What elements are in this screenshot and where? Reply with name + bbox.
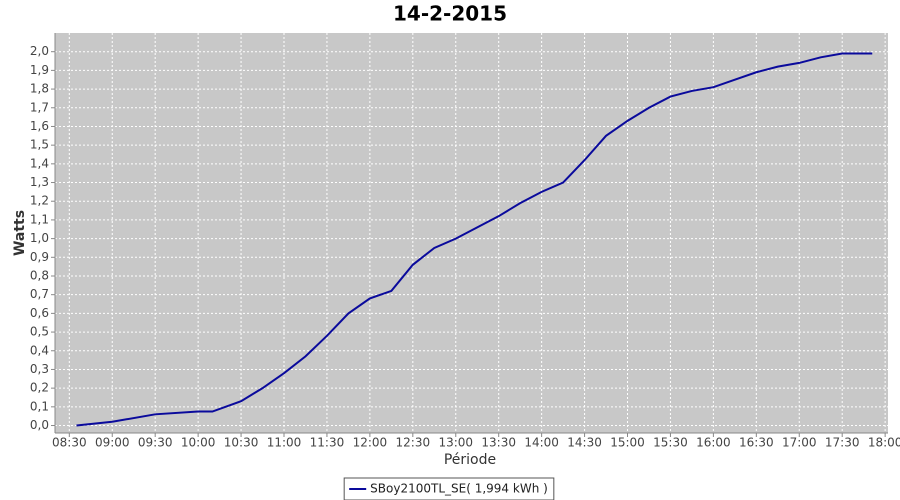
- x-tick-label: 14:00: [524, 436, 559, 450]
- legend-box: [343, 477, 555, 500]
- plot-area: [55, 33, 888, 433]
- x-tick-label: 12:30: [396, 436, 431, 450]
- y-tick-label: 0,0: [30, 418, 49, 432]
- legend-label: SBoy2100TL_SE( 1,994 kWh ): [370, 482, 548, 496]
- x-tick-label: 11:30: [310, 436, 345, 450]
- x-tick-label: 12:00: [353, 436, 388, 450]
- x-tick-label: 10:00: [181, 436, 216, 450]
- x-tick-label: 17:00: [782, 436, 817, 450]
- x-tick-label: 15:00: [610, 436, 645, 450]
- x-axis-label: Période: [444, 452, 496, 468]
- y-tick-label: 1,0: [30, 231, 49, 245]
- x-tick-label: 18:00: [868, 436, 900, 450]
- x-tick-label: 16:00: [696, 436, 731, 450]
- x-tick-label: 13:30: [481, 436, 516, 450]
- y-tick-label: 0,3: [30, 362, 49, 376]
- y-tick-label: 0,7: [30, 287, 49, 301]
- y-tick-label: 0,4: [30, 343, 49, 357]
- y-tick-label: 1,6: [30, 119, 49, 133]
- y-tick-label: 0,5: [30, 325, 49, 339]
- x-tick-label: 10:30: [224, 436, 259, 450]
- x-tick-label: 17:30: [825, 436, 860, 450]
- y-tick-label: 0,8: [30, 268, 49, 282]
- x-tick-label: 09:30: [138, 436, 173, 450]
- y-tick-label: 1,8: [30, 82, 49, 96]
- x-tick-label: 09:00: [95, 436, 130, 450]
- y-axis-label: Watts: [12, 210, 28, 256]
- x-tick-label: 11:00: [267, 436, 302, 450]
- x-tick-label: 13:00: [438, 436, 473, 450]
- y-tick-label: 1,1: [30, 212, 49, 226]
- chart-title: 14-2-2015: [393, 2, 507, 26]
- x-tick-label: 14:30: [567, 436, 602, 450]
- legend: SBoy2100TL_SE( 1,994 kWh ): [343, 477, 555, 500]
- y-tick-label: 0,2: [30, 381, 49, 395]
- x-tick-label: 15:30: [653, 436, 688, 450]
- x-tick-label: 16:30: [739, 436, 774, 450]
- x-tick-label: 08:30: [52, 436, 87, 450]
- y-tick-label: 0,9: [30, 250, 49, 264]
- line-series: [76, 52, 873, 427]
- y-tick-label: 1,9: [30, 63, 49, 77]
- y-tick-label: 1,3: [30, 175, 49, 189]
- y-tick-label: 2,0: [30, 44, 49, 58]
- y-tick-label: 0,1: [30, 399, 49, 413]
- y-tick-label: 1,4: [30, 156, 49, 170]
- y-tick-label: 0,6: [30, 306, 49, 320]
- y-tick-label: 1,5: [30, 138, 49, 152]
- y-tick-label: 1,7: [30, 100, 49, 114]
- y-tick-label: 1,2: [30, 194, 49, 208]
